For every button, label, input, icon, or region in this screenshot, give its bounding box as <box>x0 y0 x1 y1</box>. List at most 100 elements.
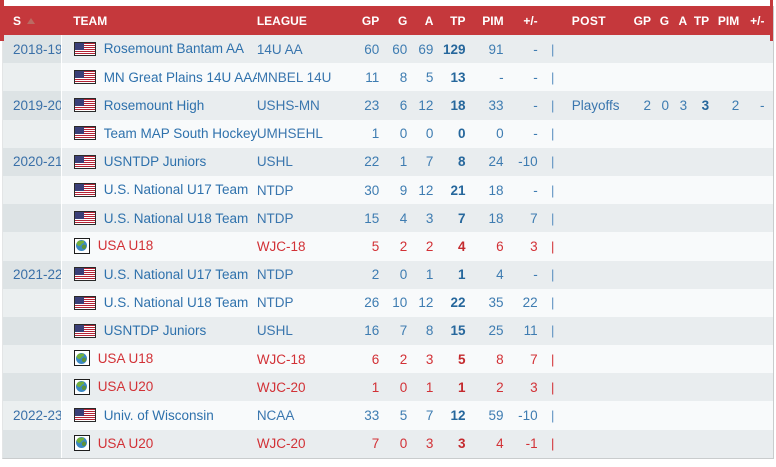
column-header-post-pim[interactable]: PIM <box>714 6 745 35</box>
league-link[interactable]: USHL <box>256 154 293 170</box>
post-pim-value <box>714 317 744 345</box>
goals-value: 1 <box>399 154 408 170</box>
total-points-value: 13 <box>450 69 466 85</box>
team-cell[interactable]: Team MAP South Hockey <box>61 120 257 148</box>
team-cell[interactable]: Rosemount High <box>61 91 257 119</box>
team-cell[interactable]: U.S. National U18 Team <box>61 204 257 232</box>
team-link[interactable]: USNTDP Juniors <box>103 323 207 339</box>
team-link[interactable]: USA U20 <box>97 435 154 451</box>
post-goals-value: 0 <box>661 97 670 113</box>
post-label <box>560 35 626 63</box>
post-pim-value <box>714 261 744 289</box>
team-cell[interactable]: MN Great Plains 14U AAA <box>61 63 257 91</box>
season-cell[interactable]: 2022-23 <box>3 401 62 430</box>
column-header-post-a[interactable]: A <box>674 6 693 35</box>
team-cell[interactable]: USNTDP Juniors <box>61 317 257 345</box>
league-link[interactable]: NTDP <box>256 182 294 198</box>
post-gp-value <box>626 232 656 260</box>
league-link[interactable]: WJC-18 <box>256 351 306 367</box>
team-link[interactable]: U.S. National U18 Team <box>103 210 249 226</box>
post-total-points-value <box>692 261 714 289</box>
post-pim-value <box>714 176 744 204</box>
separator-pipe: | <box>551 436 555 452</box>
plus-minus-value: 22 <box>522 295 538 311</box>
team-link[interactable]: USA U18 <box>97 350 154 366</box>
post-gp-value <box>626 63 656 91</box>
team-cell[interactable]: USA U18 <box>61 345 257 373</box>
season-cell[interactable]: 2019-20 <box>3 91 62 120</box>
column-header-pim[interactable]: PIM <box>473 6 512 35</box>
season-cell[interactable]: 2020-21 <box>3 147 62 176</box>
column-header-post-g[interactable]: G <box>656 6 675 35</box>
separator-pipe: | <box>551 408 555 424</box>
goals-value: 4 <box>399 210 408 226</box>
column-header-league[interactable]: LEAGUE <box>256 6 350 35</box>
team-cell[interactable]: U.S. National U17 Team <box>61 261 257 289</box>
team-cell[interactable]: U.S. National U17 Team <box>61 176 257 204</box>
league-link[interactable]: UMHSEHL <box>256 126 323 142</box>
team-link[interactable]: Rosemount High <box>103 97 205 113</box>
team-cell[interactable]: USA U20 <box>61 430 257 458</box>
team-link[interactable]: Team MAP South Hockey <box>103 125 257 141</box>
season-cell[interactable]: 2021-22 <box>3 260 62 289</box>
team-cell[interactable]: Univ. of Wisconsin <box>61 401 257 429</box>
team-cell[interactable]: USA U18 <box>61 232 257 260</box>
league-link[interactable]: WJC-20 <box>256 436 306 452</box>
column-header-team[interactable]: TEAM <box>61 6 257 35</box>
post-label: Playoffs <box>571 97 620 113</box>
column-header-separator <box>545 6 560 35</box>
team-link[interactable]: USA U20 <box>97 379 154 395</box>
team-cell[interactable]: USNTDP Juniors <box>61 148 257 176</box>
column-header-season[interactable]: S <box>3 6 62 35</box>
goals-value: 7 <box>399 323 408 339</box>
post-pim-value <box>714 120 744 148</box>
team-link[interactable]: U.S. National U17 Team <box>103 266 249 282</box>
post-gp-value <box>626 176 656 204</box>
team-link[interactable]: MN Great Plains 14U AAA <box>103 69 257 85</box>
league-link[interactable]: USHS-MN <box>256 97 320 113</box>
league-link[interactable]: NTDP <box>256 267 294 283</box>
league-link[interactable]: WJC-18 <box>256 238 306 254</box>
column-header-post[interactable]: POST <box>559 6 626 35</box>
team-link[interactable]: U.S. National U18 Team <box>103 295 249 311</box>
separator-pipe: | <box>551 351 555 367</box>
column-header-plus-minus[interactable]: +/- <box>511 6 546 35</box>
team-link[interactable]: Rosemount Bantam AA <box>103 41 245 57</box>
post-goals-value <box>656 63 674 91</box>
column-header-post-gp[interactable]: GP <box>625 6 657 35</box>
column-header-post-tp[interactable]: TP <box>692 6 715 35</box>
table-header-row: S TEAM LEAGUE GP G A TP PIM +/- POST GP … <box>3 6 773 35</box>
globe-icon <box>73 434 90 451</box>
league-link[interactable]: 14U AA <box>256 41 303 57</box>
team-link[interactable]: U.S. National U17 Team <box>103 182 249 198</box>
league-link[interactable]: NTDP <box>256 295 294 311</box>
column-header-g[interactable]: G <box>387 6 416 35</box>
league-link[interactable]: WJC-20 <box>256 379 306 395</box>
column-header-post-plus-minus[interactable]: +/- <box>744 6 773 35</box>
team-link[interactable]: USNTDP Juniors <box>103 154 207 170</box>
plus-minus-value: - <box>533 182 538 198</box>
team-link[interactable]: Univ. of Wisconsin <box>103 407 214 423</box>
pim-value: 18 <box>488 210 504 226</box>
pim-value: 33 <box>488 97 504 113</box>
league-link[interactable]: USHL <box>256 323 293 339</box>
separator-pipe: | <box>551 126 555 142</box>
team-cell[interactable]: U.S. National U18 Team <box>61 289 257 317</box>
table-row: U.S. National U18 Team NTDP 26 10 12 22 35 22 | <box>3 288 773 317</box>
league-link[interactable]: NTDP <box>256 210 294 226</box>
column-header-tp[interactable]: TP <box>441 6 474 35</box>
us-flag-icon <box>73 323 96 338</box>
post-goals-value <box>656 148 674 176</box>
post-assists-value <box>674 148 692 176</box>
team-cell[interactable]: USA U20 <box>61 373 257 401</box>
assists-value: 7 <box>425 154 434 170</box>
separator-pipe: | <box>551 323 555 339</box>
league-link[interactable]: NCAA <box>256 408 295 424</box>
column-header-gp[interactable]: GP <box>349 6 388 35</box>
league-link[interactable]: MNBEL 14U <box>256 69 332 85</box>
team-link[interactable]: USA U18 <box>97 238 154 254</box>
column-header-a[interactable]: A <box>415 6 442 35</box>
team-cell[interactable]: Rosemount Bantam AA <box>61 35 257 63</box>
season-cell[interactable]: 2018-19 <box>3 35 62 64</box>
